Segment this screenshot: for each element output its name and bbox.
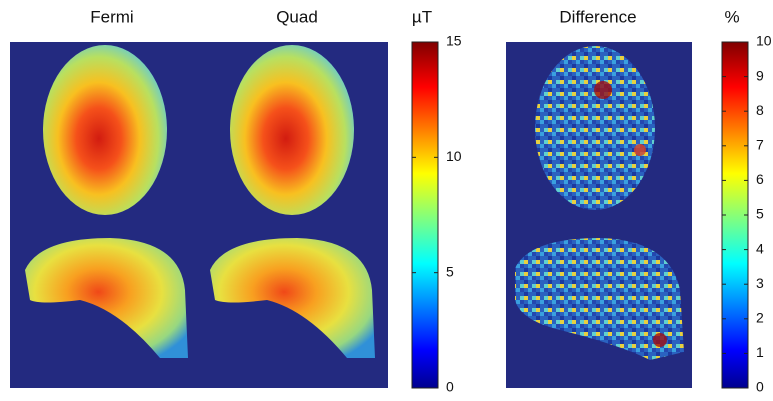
tick-label: 15 <box>446 33 462 49</box>
tick-label: 9 <box>756 67 764 83</box>
tick-label: 6 <box>756 171 764 187</box>
tick-label: 10 <box>756 33 772 49</box>
tick-label: 4 <box>756 240 764 256</box>
tick-label: 10 <box>446 148 462 164</box>
tick-label: 2 <box>756 310 764 326</box>
tick-label: 0 <box>756 379 764 395</box>
tick-label: 7 <box>756 137 764 153</box>
panel-title: Quad <box>276 7 318 26</box>
colorbar-label: µT <box>412 7 432 26</box>
tick-label: 5 <box>756 206 764 222</box>
tick-label: 8 <box>756 102 764 118</box>
tick-label: 3 <box>756 275 764 291</box>
tick-label: 1 <box>756 344 764 360</box>
colorbar <box>412 42 438 388</box>
colorbar-label: % <box>724 7 739 26</box>
figure: Fermi Quad Difference µT 0 5 10 15% 0 1 2 3 4 5 6 7 8… <box>0 0 773 401</box>
panel-title: Fermi <box>90 7 133 26</box>
tick-label: 0 <box>446 379 454 395</box>
panel-title: Difference <box>559 7 636 26</box>
tick-label: 5 <box>446 263 454 279</box>
